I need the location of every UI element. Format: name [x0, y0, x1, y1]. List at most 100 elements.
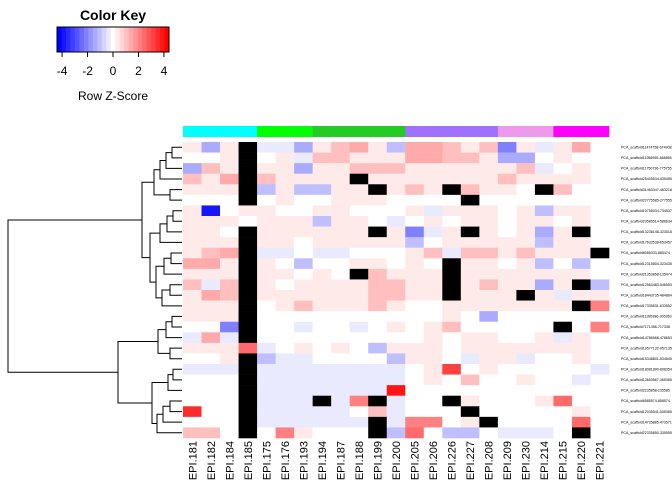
heatmap-cell — [405, 374, 425, 386]
column-color-el_EPI.199 — [368, 126, 388, 137]
heatmap-cell — [460, 205, 480, 217]
heatmap-cell — [294, 173, 313, 185]
heatmap-cell — [460, 279, 480, 291]
heatmap-cell — [405, 163, 425, 175]
column-color-el_EPI.181 — [183, 126, 202, 137]
heatmap-cell — [479, 300, 499, 312]
heatmap-cell — [238, 205, 258, 217]
heatmap-cell — [590, 342, 610, 354]
column-color-el_EPI.184 — [220, 126, 239, 137]
heatmap-cell — [497, 374, 517, 386]
row-label: PCA_scaffold11474758-674908 — [621, 145, 672, 149]
heatmap-cell — [183, 385, 202, 397]
heatmap-cell — [275, 194, 295, 206]
heatmap-cell — [516, 427, 536, 439]
heatmap-cell — [294, 279, 313, 291]
heatmap-cell — [275, 184, 295, 196]
heatmap-cell — [460, 342, 480, 354]
column-labels: el_EPI.181 el_EPI.182 el_EPI.184 el_EPI.185… — [187, 441, 606, 480]
heatmap-cell — [238, 173, 258, 185]
row-label: PCA_scaffold15348801-534845 — [621, 357, 672, 361]
row-label: PCA_scaffold31463347-463218 — [621, 188, 672, 192]
heatmap-cell — [534, 374, 554, 386]
heatmap-cell — [312, 406, 332, 418]
heatmap-cell — [553, 290, 573, 301]
heatmap-cell — [516, 258, 536, 270]
heatmap-cell — [516, 290, 536, 301]
column-color-el_EPI.230 — [516, 126, 536, 137]
heatmap-cell — [257, 226, 276, 238]
heatmap-cell — [386, 237, 406, 249]
color-key-tick-label: 0 — [110, 64, 117, 78]
heatmap-cell — [183, 416, 202, 428]
heatmap-cell — [460, 194, 480, 206]
heatmap-cell — [571, 279, 591, 291]
column-color-el_EPI.215 — [553, 126, 573, 137]
heatmap-cell — [349, 374, 369, 386]
dendrogram-branch — [153, 169, 170, 196]
row-label: PCA_scaffold8088333-885474 — [621, 251, 670, 255]
heatmap-cell — [294, 247, 313, 259]
heatmap-cell — [497, 184, 517, 196]
dendrogram-branch — [172, 210, 182, 222]
heatmap-cell — [183, 268, 202, 280]
heatmap-cell — [294, 332, 313, 344]
heatmap-cell — [183, 300, 202, 312]
heatmap-cell — [312, 142, 332, 153]
heatmap-cell — [275, 374, 295, 386]
heatmap-cell — [201, 374, 221, 386]
heatmap-cell — [497, 247, 517, 259]
heatmap-cell — [238, 364, 258, 375]
heatmap-cell — [349, 395, 369, 407]
heatmap-cell — [571, 427, 591, 439]
heatmap-cell — [275, 364, 295, 375]
heatmap-cell — [497, 321, 517, 333]
heatmap-cell — [238, 226, 258, 238]
heatmap-cell — [553, 216, 573, 227]
heatmap-cell — [405, 142, 425, 153]
heatmap-cell — [368, 374, 388, 386]
heatmap-cell — [312, 427, 332, 439]
heatmap-cell — [183, 163, 202, 175]
heatmap-cell — [497, 163, 517, 175]
heatmap-cell — [386, 395, 406, 407]
heatmap-cell — [553, 226, 573, 238]
heatmap-cell — [571, 342, 591, 354]
heatmap-cell — [331, 152, 350, 164]
column-color-el_EPI.185 — [238, 126, 258, 137]
heatmap-cell — [238, 184, 258, 196]
heatmap-cell — [516, 342, 536, 354]
heatmap-cell — [183, 205, 202, 217]
heatmap-cell — [590, 205, 610, 217]
heatmap-cell — [294, 385, 313, 397]
color-key-swatch — [146, 27, 152, 52]
heatmap-cell — [479, 247, 499, 259]
heatmap-cell — [183, 321, 202, 333]
heatmap-cell — [349, 173, 369, 185]
heatmap-cell — [534, 247, 554, 259]
heatmap-cell — [534, 342, 554, 354]
heatmap-cell — [220, 279, 239, 291]
heatmap-cell — [516, 184, 536, 196]
heatmap-cell — [386, 406, 406, 418]
heatmap-cell — [275, 353, 295, 365]
heatmap-cell — [405, 353, 425, 365]
column-color-el_EPI.194 — [312, 126, 332, 137]
color-key-swatch — [160, 27, 165, 52]
heatmap-cell — [442, 300, 462, 312]
color-key-swatch — [106, 27, 112, 52]
heatmap-cell — [220, 395, 239, 407]
heatmap-cell — [349, 385, 369, 397]
heatmap-cell — [386, 290, 406, 301]
heatmap-cell — [275, 416, 295, 428]
heatmap-cell — [238, 194, 258, 206]
heatmap-cell — [534, 290, 554, 301]
row-label: PCA_scaffold11395386-305363 — [621, 315, 672, 319]
heatmap-cell — [553, 364, 573, 375]
heatmap-cell — [479, 385, 499, 397]
heatmap-cell — [497, 342, 517, 354]
heatmap-cell — [183, 332, 202, 344]
heatmap-cell — [368, 416, 388, 428]
heatmap-cell — [386, 385, 406, 397]
heatmap-cell — [442, 279, 462, 291]
